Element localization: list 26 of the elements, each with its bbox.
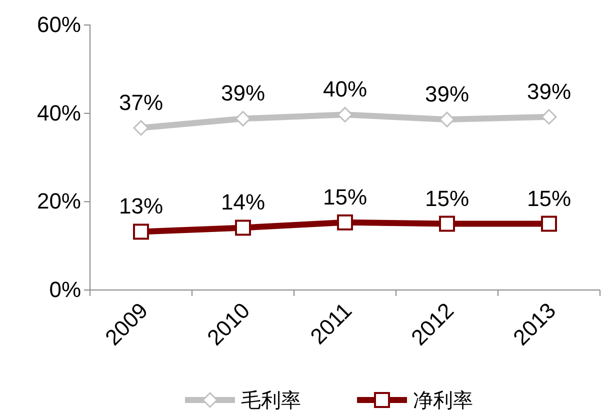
data-label: 39%	[424, 82, 470, 107]
y-tick-label: 40%	[36, 100, 81, 126]
legend-label: 净利率	[413, 390, 473, 412]
point	[337, 214, 353, 230]
data-label: 39%	[526, 78, 572, 104]
point	[133, 224, 149, 240]
data-label: 40%	[322, 76, 368, 102]
point	[235, 110, 251, 126]
point	[439, 112, 455, 128]
point	[541, 109, 557, 125]
data-label: 15%	[322, 184, 368, 210]
data-label: 13%	[118, 194, 164, 219]
point	[337, 106, 353, 122]
legend-label: 毛利率	[241, 390, 301, 412]
data-label: 39%	[220, 80, 266, 106]
y-tick-label: 20%	[36, 188, 81, 214]
y-tick-label: 60%	[36, 12, 81, 38]
data-label: 15%	[424, 186, 470, 211]
data-label: 14%	[220, 190, 266, 215]
data-label: 15%	[526, 186, 572, 211]
point	[235, 220, 251, 236]
y-tick-label: 0%	[49, 277, 81, 302]
point	[439, 216, 455, 232]
data-label: 37%	[118, 90, 164, 115]
point	[541, 216, 557, 232]
point	[133, 120, 149, 136]
